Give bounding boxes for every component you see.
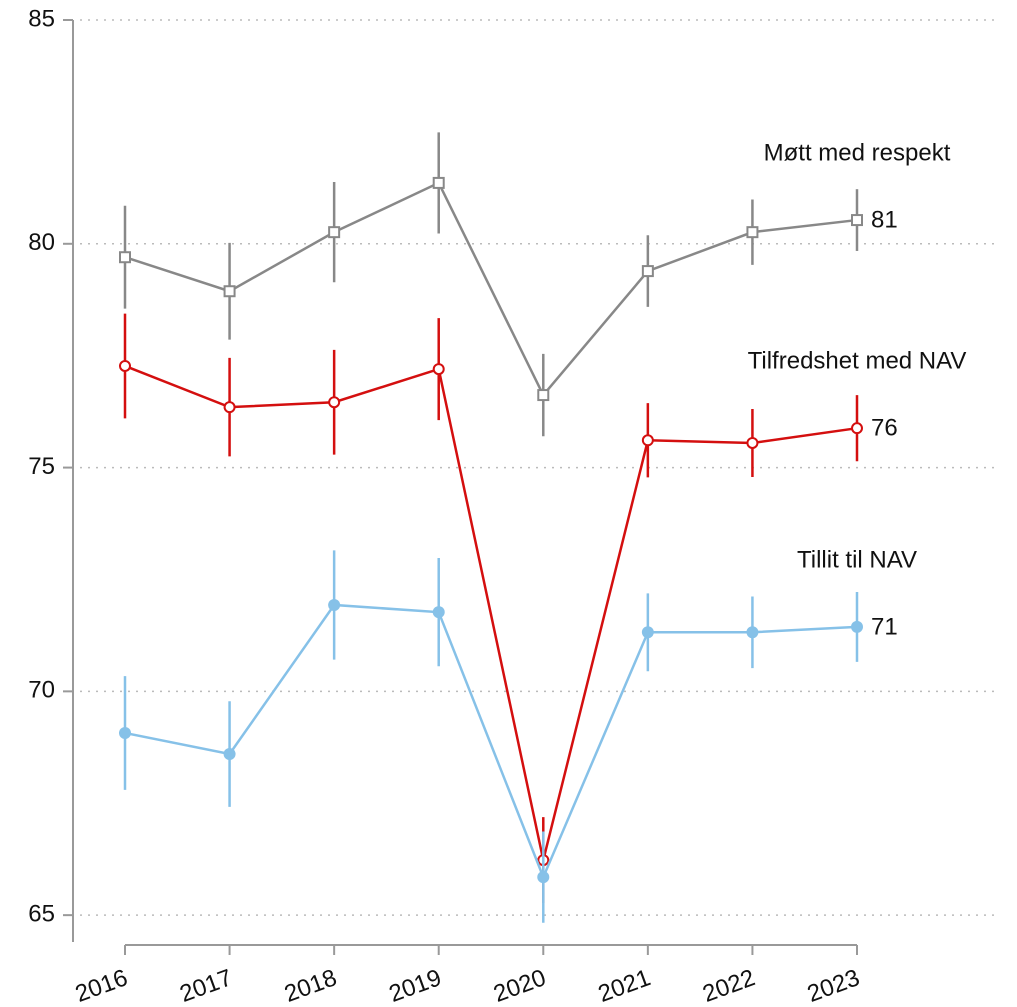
marker (119, 359, 131, 372)
marker (537, 389, 550, 402)
marker (119, 251, 131, 264)
marker (119, 726, 131, 739)
x-tick-label: 2022 (699, 964, 758, 1007)
marker (223, 285, 236, 298)
x-tick-label: 2017 (176, 964, 235, 1007)
marker (432, 176, 445, 189)
value-label: 81 (871, 206, 898, 233)
marker (851, 422, 863, 435)
value-label: 71 (871, 613, 898, 640)
marker (641, 626, 654, 639)
series-line (124, 364, 858, 861)
marker (851, 214, 863, 227)
marker (746, 436, 759, 449)
marker (432, 606, 445, 619)
marker (641, 265, 654, 278)
y-tick-label: 75 (28, 453, 55, 480)
y-tick-label: 85 (28, 5, 55, 32)
y-tick-label: 80 (28, 229, 55, 256)
y-tick-label: 70 (28, 677, 55, 704)
marker (851, 620, 863, 633)
x-tick-label: 2021 (595, 964, 654, 1007)
x-tick-label: 2019 (386, 964, 445, 1007)
marker (746, 226, 759, 239)
marker (641, 434, 654, 447)
series-label: Møtt med respekt (764, 139, 951, 166)
y-tick-label: 65 (28, 900, 55, 927)
value-label: 76 (871, 415, 898, 442)
marker (223, 401, 236, 414)
marker (223, 748, 236, 761)
marker (746, 626, 759, 639)
series-label: Tilfredshet med NAV (748, 348, 967, 375)
marker (537, 871, 550, 884)
series-line (124, 603, 858, 881)
marker (328, 598, 341, 611)
series-line (124, 181, 858, 398)
marker (328, 396, 341, 409)
marker (432, 363, 445, 376)
marker (328, 226, 341, 239)
x-tick-label: 2020 (490, 964, 549, 1007)
series-label: Tillit til NAV (797, 546, 917, 573)
x-tick-label: 2023 (804, 964, 863, 1007)
x-tick-label: 2016 (72, 964, 131, 1007)
x-tick-label: 2018 (281, 964, 340, 1007)
